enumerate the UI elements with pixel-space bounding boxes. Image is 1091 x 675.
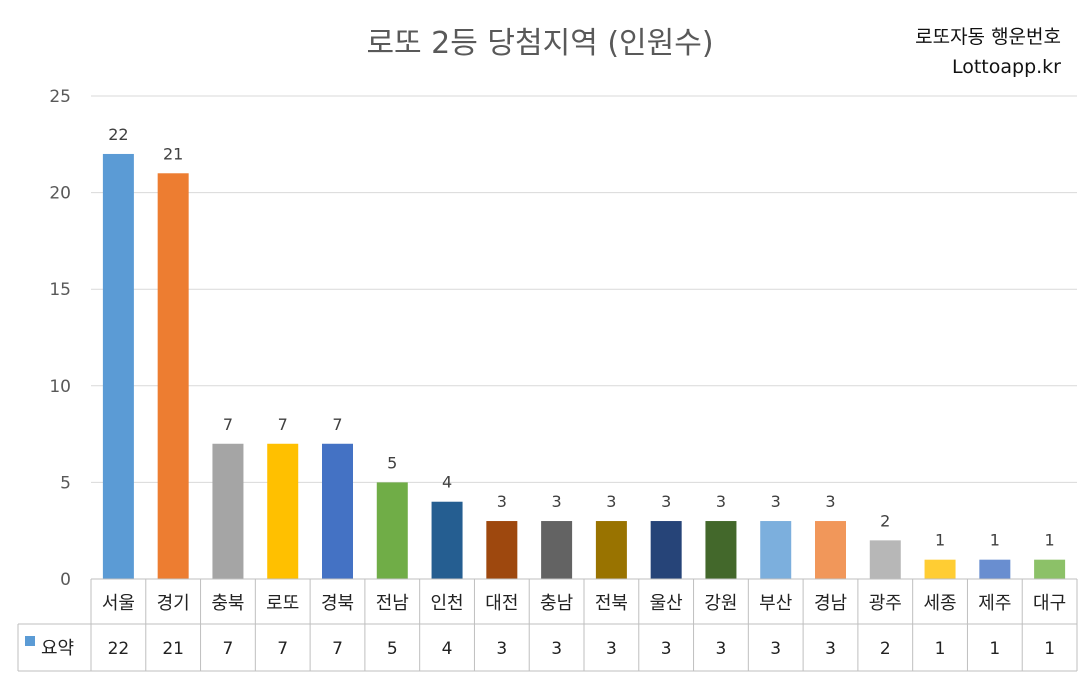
data-label: 7 xyxy=(223,415,233,434)
table-value: 5 xyxy=(387,639,398,659)
x-category-label: 부산 xyxy=(759,593,792,614)
table-value: 3 xyxy=(551,639,562,659)
table-value: 1 xyxy=(935,639,946,659)
data-label: 3 xyxy=(771,492,781,511)
bar xyxy=(486,521,518,579)
x-category-label: 울산 xyxy=(650,593,683,614)
data-label: 7 xyxy=(332,415,342,434)
x-category-label: 충북 xyxy=(211,593,244,614)
data-label: 3 xyxy=(606,492,616,511)
x-category-label: 제주 xyxy=(978,593,1011,614)
x-category-label: 대구 xyxy=(1033,593,1066,614)
x-category-label: 서울 xyxy=(102,593,135,614)
bar xyxy=(157,173,189,579)
data-label: 4 xyxy=(442,473,452,492)
y-tick-label: 20 xyxy=(49,184,71,204)
brand-site: Lottoapp.kr xyxy=(951,56,1061,78)
data-label: 21 xyxy=(163,144,183,163)
bar xyxy=(431,501,463,579)
bar xyxy=(705,521,737,579)
table-value: 3 xyxy=(661,639,672,659)
data-label: 3 xyxy=(661,492,671,511)
bar xyxy=(924,559,956,579)
data-label: 3 xyxy=(552,492,562,511)
table-value: 21 xyxy=(162,639,184,659)
legend-key xyxy=(25,636,35,646)
x-category-label: 광주 xyxy=(869,593,902,614)
x-category-label: 경기 xyxy=(157,593,190,614)
x-category-label: 대전 xyxy=(485,593,518,614)
table-value: 1 xyxy=(989,639,1000,659)
data-label: 3 xyxy=(497,492,507,511)
bar xyxy=(650,521,682,579)
data-label: 1 xyxy=(990,531,1000,550)
bar xyxy=(322,443,353,579)
data-label: 7 xyxy=(278,415,288,434)
table-value: 22 xyxy=(108,639,130,659)
data-label: 3 xyxy=(716,492,726,511)
x-category-label: 전북 xyxy=(595,593,628,614)
bar xyxy=(595,521,627,579)
table-value: 3 xyxy=(716,639,727,659)
data-label: 1 xyxy=(1045,531,1055,550)
bar xyxy=(212,443,244,579)
x-category-label: 인천 xyxy=(430,593,463,614)
bar xyxy=(869,540,901,579)
bars xyxy=(102,153,1066,579)
data-label: 1 xyxy=(935,531,945,550)
x-category-label: 강원 xyxy=(704,593,737,614)
x-category-label: 전남 xyxy=(376,593,409,614)
brand-tagline: 로또자동 행운번호 xyxy=(915,26,1061,48)
bar xyxy=(102,153,134,579)
x-category-label: 경남 xyxy=(814,593,847,614)
table-value: 7 xyxy=(332,639,343,659)
table-value: 7 xyxy=(277,639,288,659)
table-value: 3 xyxy=(496,639,507,659)
bar xyxy=(760,521,792,579)
data-label: 22 xyxy=(108,125,128,144)
bar xyxy=(376,482,408,579)
table-value: 3 xyxy=(770,639,781,659)
y-tick-label: 0 xyxy=(60,570,71,590)
series-name: 요약 xyxy=(41,638,74,659)
x-category-label: 세종 xyxy=(923,593,956,614)
y-tick-label: 5 xyxy=(60,473,71,493)
bar xyxy=(267,443,299,579)
data-label: 3 xyxy=(825,492,835,511)
x-category-label: 로또 xyxy=(266,593,299,614)
y-tick-label: 25 xyxy=(49,87,71,107)
chart-title: 로또 2등 당첨지역 (인원수) xyxy=(366,26,714,61)
bar xyxy=(979,559,1011,579)
x-category-label: 경북 xyxy=(321,593,354,614)
table-value: 3 xyxy=(825,639,836,659)
bar xyxy=(1034,559,1066,579)
table-value: 3 xyxy=(606,639,617,659)
y-tick-label: 10 xyxy=(49,377,71,397)
data-label: 2 xyxy=(880,511,890,530)
bar xyxy=(815,521,846,579)
y-tick-label: 15 xyxy=(49,280,71,300)
table-value: 1 xyxy=(1044,639,1055,659)
table-value: 7 xyxy=(223,639,234,659)
table-value: 4 xyxy=(442,639,453,659)
table-value: 2 xyxy=(880,639,891,659)
x-category-label: 충남 xyxy=(540,593,573,614)
y-axis-ticks: 0 5 10 15 20 25 xyxy=(49,87,71,590)
bar xyxy=(541,521,573,579)
data-label: 5 xyxy=(387,453,397,472)
